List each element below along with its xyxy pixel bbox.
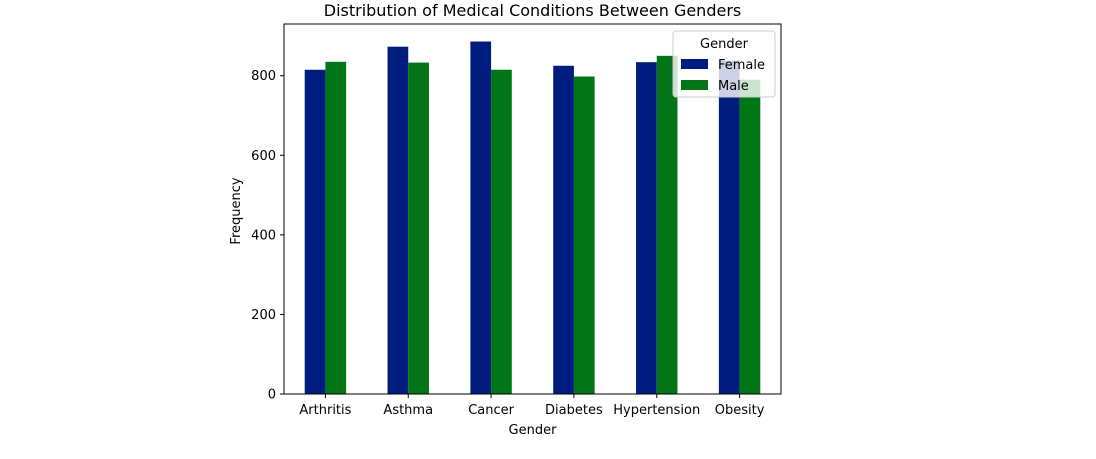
bar-female-asthma <box>387 46 409 395</box>
bar-female-diabetes <box>553 65 574 395</box>
bar-male-arthritis <box>325 61 347 395</box>
axes-group: 0 200 400 600 800 Arthritis Asthma Cancer Diabet… <box>251 23 782 418</box>
y-tick-label: 800 <box>251 69 276 84</box>
y-tick-label: 600 <box>251 149 276 164</box>
y-tick-label: 200 <box>251 308 276 323</box>
bar-female-obesity <box>718 60 740 394</box>
chart-title: Distribution of Medical Conditions Betwe… <box>324 1 741 20</box>
legend-swatch-female <box>681 59 708 69</box>
y-tick-label: 0 <box>268 388 276 403</box>
x-tick-label: Hypertension <box>613 403 700 418</box>
legend-label-female: Female <box>718 58 765 73</box>
legend: Gender Female Male <box>672 30 776 98</box>
bar-male-cancer <box>491 69 512 394</box>
bar-female-arthritis <box>304 69 326 394</box>
y-tick-label: 400 <box>251 228 276 243</box>
x-axis-label: Gender <box>509 423 558 438</box>
bar-male-obesity <box>739 79 761 394</box>
bar-male-hypertension <box>656 55 678 394</box>
y-axis-label: Frequency <box>229 177 244 244</box>
legend-title: Gender <box>700 37 749 52</box>
x-tick-label: Asthma <box>383 403 433 418</box>
bar-male-asthma <box>408 62 429 395</box>
legend-swatch-male <box>681 80 708 90</box>
x-tick-label: Arthritis <box>299 403 351 418</box>
x-tick-label: Cancer <box>468 403 514 418</box>
bar-male-diabetes <box>573 76 595 395</box>
plot-frame <box>283 23 782 395</box>
bar-female-hypertension <box>636 62 657 394</box>
x-tick-label: Obesity <box>715 403 765 418</box>
bar-female-cancer <box>470 41 492 394</box>
legend-label-male: Male <box>718 79 749 94</box>
bars-group <box>304 41 761 395</box>
x-tick-label: Diabetes <box>545 403 603 418</box>
